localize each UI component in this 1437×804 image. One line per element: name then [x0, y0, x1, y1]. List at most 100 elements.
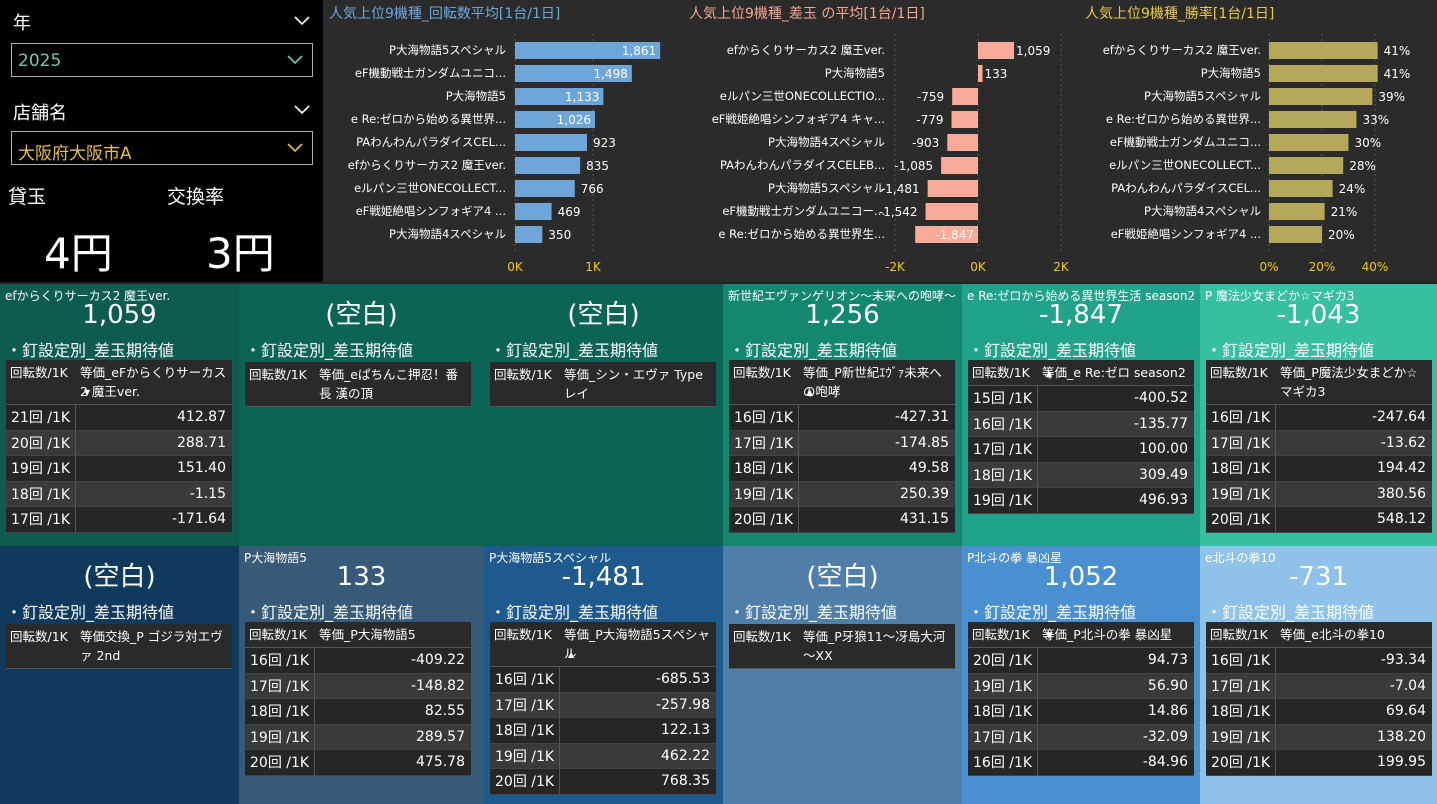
table-row[interactable]: 19回 /1K 151.40	[6, 456, 232, 482]
table-row[interactable]: 17回 /1K 100.00	[968, 437, 1194, 463]
table-row[interactable]: 17回 /1K -148.82	[245, 673, 471, 699]
chart-title-spins: 人気上位9機種_回転数平均[1台/1日]	[329, 6, 561, 22]
table-row[interactable]: 17回 /1K -13.62	[1206, 430, 1432, 456]
data-label: -759	[917, 90, 944, 104]
table-row[interactable]: 18回 /1K 49.58	[729, 456, 955, 482]
row-spins: 20回 /1K	[729, 507, 799, 532]
bar	[925, 203, 978, 220]
header-expected-value[interactable]: 等価_P大海物語5	[319, 627, 416, 642]
header-expected-value[interactable]: 等価_P大海物語5スペシャル	[564, 627, 710, 661]
x-tick-label: 40%	[1362, 260, 1389, 274]
table-row[interactable]: 16回 /1K -247.64	[1206, 405, 1432, 431]
header-expected-value[interactable]: 等価_eFからくりサーカス2 魔王ver.	[80, 365, 227, 399]
table-row[interactable]: 20回 /1K 431.15	[729, 507, 955, 533]
table-row[interactable]: 20回 /1K 288.71	[6, 430, 232, 456]
row-expected-value: 431.15	[900, 511, 949, 528]
header-spins[interactable]: 回転数/1K	[733, 629, 791, 644]
sort-down-icon: ▼	[1046, 631, 1053, 640]
header-expected-value[interactable]: 等価_eぱちんこ押忍！番長 漢の頂	[319, 367, 458, 401]
table-row[interactable]: 16回 /1K -409.22	[245, 648, 471, 674]
table-row[interactable]: 18回 /1K 14.86	[968, 699, 1194, 725]
tile-subtitle: ・釘設定別_差玉期待値	[1206, 341, 1375, 360]
header-spins[interactable]: 回転数/1K	[10, 365, 68, 380]
table-row[interactable]: 19回 /1K 496.93	[968, 488, 1194, 514]
table-row[interactable]: 18回 /1K 194.42	[1206, 456, 1432, 482]
header-spins[interactable]: 回転数/1K	[494, 367, 552, 382]
x-tick-label: 0%	[1259, 260, 1278, 274]
table-row[interactable]: 18回 /1K 69.64	[1206, 699, 1432, 725]
table-row[interactable]: 20回 /1K 475.78	[245, 750, 471, 776]
table-row[interactable]: 20回 /1K 199.95	[1206, 750, 1432, 776]
table-row[interactable]: 20回 /1K 548.12	[1206, 507, 1432, 533]
row-expected-value: 548.12	[1377, 511, 1426, 528]
row-spins: 17回 /1K	[245, 673, 315, 698]
table-row[interactable]: 20回 /1K 768.35	[490, 769, 716, 795]
header-spins[interactable]: 回転数/1K	[1210, 365, 1268, 380]
table-row[interactable]: 19回 /1K 56.90	[968, 673, 1194, 699]
table-row[interactable]: 19回 /1K 462.22	[490, 743, 716, 769]
table-row[interactable]: 18回 /1K 82.55	[245, 699, 471, 725]
header-spins[interactable]: 回転数/1K	[10, 629, 68, 644]
table-row[interactable]: 21回 /1K 412.87	[6, 405, 232, 431]
store-dropdown[interactable]: 大阪府大阪市A	[11, 131, 313, 165]
row-expected-value: 288.71	[177, 434, 226, 451]
header-expected-value[interactable]: 等価_P新世紀ｴｳﾞｧ未来への咆哮	[803, 365, 942, 399]
chevron-down-icon[interactable]	[292, 14, 312, 28]
chevron-down-icon	[287, 55, 303, 65]
table-row[interactable]: 17回 /1K -32.09	[968, 724, 1194, 750]
header-expected-value[interactable]: 等価交換_P ゴジラ対エヴァ 2nd	[80, 629, 223, 663]
table-row[interactable]: 16回 /1K -135.77	[968, 411, 1194, 437]
header-expected-value[interactable]: 等価_シン・エヴァ Type レイ	[564, 367, 703, 401]
table-row[interactable]: 18回 /1K 122.13	[490, 718, 716, 744]
table-header: 回転数/1K 等価_P大海物語5スペシャル ▲	[490, 622, 716, 667]
header-expected-value[interactable]: 等価_e Re:ゼロ season2	[1042, 365, 1186, 380]
row-spins: 16回 /1K	[245, 648, 315, 673]
sort-up-icon: ▲	[1046, 369, 1053, 378]
machine-tile: efからくりサーカス2 魔王ver. 1,059 ・釘設定別_差玉期待値 回転数/1K…	[0, 284, 239, 546]
category-label: P大海物語5	[825, 66, 885, 80]
table-row[interactable]: 17回 /1K -7.04	[1206, 673, 1432, 699]
header-spins[interactable]: 回転数/1K	[249, 367, 307, 382]
table-row[interactable]: 18回 /1K -1.15	[6, 481, 232, 507]
tile-avg-balls-value: -1,481	[561, 562, 646, 592]
table-row[interactable]: 16回 /1K -84.96	[968, 750, 1194, 776]
header-expected-value[interactable]: 等価_e北斗の拳10	[1280, 627, 1385, 642]
table-row[interactable]: 19回 /1K 380.56	[1206, 481, 1432, 507]
header-spins[interactable]: 回転数/1K	[494, 627, 552, 642]
header-spins[interactable]: 回転数/1K	[249, 627, 307, 642]
header-spins[interactable]: 回転数/1K	[733, 365, 791, 380]
table-row[interactable]: 20回 /1K 94.73	[968, 648, 1194, 674]
header-spins[interactable]: 回転数/1K	[972, 365, 1030, 380]
tile-subtitle: ・釘設定別_差玉期待値	[968, 603, 1137, 622]
row-expected-value: 496.93	[1139, 492, 1188, 509]
x-tick-label: 0K	[507, 260, 524, 274]
header-expected-value[interactable]: 等価_P北斗の拳 暴凶星	[1042, 627, 1173, 642]
year-dropdown[interactable]: 2025	[11, 43, 313, 77]
expectation-table: 回転数/1K 等価_eFからくりサーカス2 魔王ver. ▼ 21回 /1K 412.8…	[6, 360, 232, 533]
row-expected-value: 768.35	[661, 773, 710, 790]
table-row[interactable]: 17回 /1K -257.98	[490, 692, 716, 718]
table-row[interactable]: 15回 /1K -400.52	[968, 386, 1194, 412]
header-expected-value[interactable]: 等価_P牙狼11～冴島大河～XX	[803, 629, 946, 663]
table-row[interactable]: 16回 /1K -93.34	[1206, 648, 1432, 674]
category-label: eF機動戦士ガンダムユニコー...	[722, 204, 885, 218]
header-spins[interactable]: 回転数/1K	[972, 627, 1030, 642]
bar	[915, 226, 978, 243]
table-row[interactable]: 16回 /1K -685.53	[490, 667, 716, 693]
table-row[interactable]: 17回 /1K -174.85	[729, 430, 955, 456]
table-row[interactable]: 16回 /1K -427.31	[729, 405, 955, 431]
chevron-down-icon[interactable]	[292, 103, 312, 117]
category-label: PAわんわんパラダイスCEL...	[1111, 181, 1261, 195]
table-row[interactable]: 19回 /1K 289.57	[245, 724, 471, 750]
table-row[interactable]: 18回 /1K 309.49	[968, 462, 1194, 488]
header-expected-value[interactable]: 等価_P魔法少女まどか☆マギカ3	[1280, 365, 1418, 399]
table-row[interactable]: 19回 /1K 250.39	[729, 481, 955, 507]
table-row[interactable]: 17回 /1K -171.64	[6, 507, 232, 533]
table-row[interactable]: 19回 /1K 138.20	[1206, 724, 1432, 750]
expectation-table: 回転数/1K 等価_P牙狼11～冴島大河～XX	[729, 624, 955, 669]
table-header: 回転数/1K 等価_P新世紀ｴｳﾞｧ未来への咆哮 ▲	[729, 360, 955, 405]
table-header: 回転数/1K 等価_e Re:ゼロ season2 ▲	[968, 360, 1194, 386]
row-spins: 17回 /1K	[968, 724, 1038, 749]
header-spins[interactable]: 回転数/1K	[1210, 627, 1268, 642]
tile-avg-balls-value: (空白)	[567, 300, 640, 330]
